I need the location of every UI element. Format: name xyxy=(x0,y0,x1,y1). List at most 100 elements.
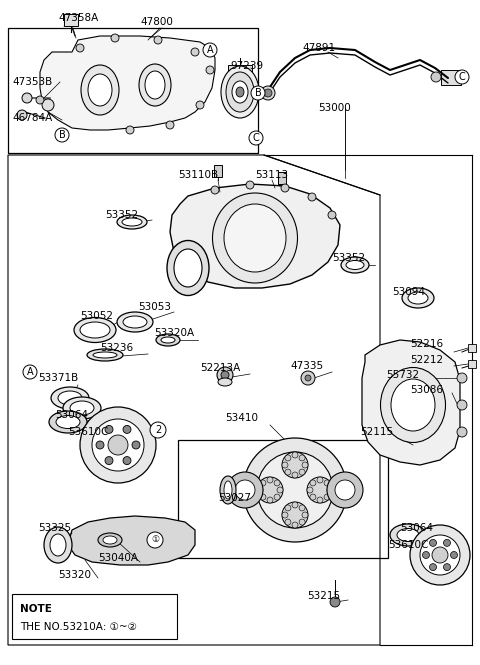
Text: 97239: 97239 xyxy=(230,61,263,71)
Text: NOTE: NOTE xyxy=(20,604,52,614)
Ellipse shape xyxy=(81,65,119,115)
Circle shape xyxy=(430,564,436,571)
Circle shape xyxy=(274,494,280,500)
Circle shape xyxy=(105,426,113,434)
Circle shape xyxy=(455,70,469,84)
Circle shape xyxy=(123,426,131,434)
Circle shape xyxy=(76,44,84,52)
Ellipse shape xyxy=(161,337,175,343)
Bar xyxy=(12,594,177,639)
Text: ①: ① xyxy=(151,535,159,545)
Text: 52212: 52212 xyxy=(410,355,443,365)
Circle shape xyxy=(292,452,298,458)
Ellipse shape xyxy=(402,288,434,308)
Ellipse shape xyxy=(93,352,117,358)
Ellipse shape xyxy=(117,215,147,229)
Text: 52213A: 52213A xyxy=(200,363,240,373)
Circle shape xyxy=(327,472,363,508)
Circle shape xyxy=(310,480,316,486)
Ellipse shape xyxy=(80,322,110,338)
Text: 46784A: 46784A xyxy=(12,113,52,123)
Ellipse shape xyxy=(70,401,94,415)
Circle shape xyxy=(96,441,104,449)
Ellipse shape xyxy=(103,536,117,544)
Ellipse shape xyxy=(58,391,82,405)
Ellipse shape xyxy=(341,257,369,273)
Circle shape xyxy=(105,457,113,465)
Circle shape xyxy=(285,519,291,525)
Ellipse shape xyxy=(139,64,171,106)
Text: 53086: 53086 xyxy=(410,385,443,395)
Circle shape xyxy=(324,494,330,500)
Circle shape xyxy=(282,512,288,518)
Circle shape xyxy=(444,539,451,547)
Circle shape xyxy=(327,487,333,493)
Circle shape xyxy=(457,427,467,437)
Circle shape xyxy=(430,539,436,547)
Ellipse shape xyxy=(117,312,153,332)
Bar xyxy=(214,165,222,177)
Circle shape xyxy=(221,371,229,379)
Polygon shape xyxy=(40,36,215,130)
Circle shape xyxy=(302,462,308,468)
Circle shape xyxy=(324,480,330,486)
Circle shape xyxy=(285,469,291,475)
Circle shape xyxy=(264,89,272,97)
Circle shape xyxy=(196,101,204,109)
Ellipse shape xyxy=(88,74,112,106)
Circle shape xyxy=(243,438,347,542)
Ellipse shape xyxy=(122,218,142,226)
Text: 53094: 53094 xyxy=(392,287,425,297)
Text: 53052: 53052 xyxy=(80,311,113,321)
Circle shape xyxy=(432,547,448,563)
Circle shape xyxy=(457,400,467,410)
Circle shape xyxy=(203,43,217,57)
Circle shape xyxy=(55,128,69,142)
Circle shape xyxy=(335,480,355,500)
Circle shape xyxy=(299,519,305,525)
Text: C: C xyxy=(458,72,466,82)
Ellipse shape xyxy=(391,379,435,431)
Circle shape xyxy=(132,441,140,449)
Text: A: A xyxy=(27,367,33,377)
Bar xyxy=(468,360,476,368)
Circle shape xyxy=(267,477,273,483)
Text: 53320: 53320 xyxy=(58,570,91,580)
Circle shape xyxy=(292,502,298,508)
Circle shape xyxy=(328,211,336,219)
Text: 53610C: 53610C xyxy=(68,427,108,437)
Text: 55732: 55732 xyxy=(386,370,419,380)
Ellipse shape xyxy=(156,334,180,346)
Bar xyxy=(178,440,388,558)
Circle shape xyxy=(257,477,283,503)
Ellipse shape xyxy=(49,411,87,433)
Ellipse shape xyxy=(50,534,66,556)
Bar xyxy=(64,14,78,26)
Text: 53371B: 53371B xyxy=(38,373,78,383)
Ellipse shape xyxy=(220,476,236,504)
Text: 53325: 53325 xyxy=(38,523,71,533)
Circle shape xyxy=(92,419,144,471)
Text: 53064: 53064 xyxy=(400,523,433,533)
Circle shape xyxy=(217,367,233,383)
Text: THE NO.53210A: ①~②: THE NO.53210A: ①~② xyxy=(20,622,137,632)
Ellipse shape xyxy=(408,292,428,304)
Circle shape xyxy=(80,407,156,483)
Circle shape xyxy=(285,505,291,511)
Circle shape xyxy=(308,193,316,201)
Ellipse shape xyxy=(98,533,122,547)
Text: 2: 2 xyxy=(155,425,161,435)
Text: 53053: 53053 xyxy=(138,302,171,312)
Text: 53040A: 53040A xyxy=(98,553,138,563)
Circle shape xyxy=(292,522,298,528)
Text: B: B xyxy=(254,88,262,98)
Circle shape xyxy=(282,502,308,528)
Circle shape xyxy=(330,597,340,607)
Bar xyxy=(228,65,252,79)
Circle shape xyxy=(299,469,305,475)
Ellipse shape xyxy=(213,193,298,283)
Circle shape xyxy=(227,472,263,508)
Text: C: C xyxy=(252,133,259,143)
Text: 47353B: 47353B xyxy=(12,77,52,87)
Text: 53320A: 53320A xyxy=(154,328,194,338)
